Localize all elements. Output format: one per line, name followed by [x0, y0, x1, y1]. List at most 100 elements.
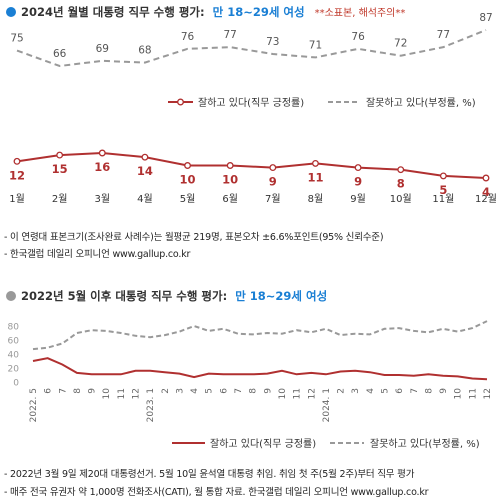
- positive-point: [56, 151, 64, 159]
- chart2-title: 2022년 5월 이후 대통령 직무 수행 평가: 만 18~29세 여성: [21, 289, 327, 303]
- positive-data-label: 5: [439, 183, 447, 197]
- positive-point: [13, 157, 21, 165]
- x-tick-label: 11월: [432, 193, 454, 205]
- x-tick-label: 10: [454, 388, 464, 400]
- x-tick-label: 5월: [180, 193, 196, 205]
- negative-data-label: 71: [309, 39, 322, 51]
- x-tick-label: 3: [175, 388, 185, 394]
- x-tick-label: 8: [73, 388, 83, 394]
- x-tick-label: 1월: [9, 193, 25, 205]
- x-tick-label: 2: [161, 388, 171, 394]
- x-tick-label: 2022. 5: [29, 388, 39, 422]
- legend2-positive-label: 잘하고 있다(직무 긍정률): [210, 437, 316, 450]
- positive-point: [184, 162, 191, 169]
- chart2-note-method: - 매주 전국 유권자 약 1,000명 전화조사(CATI), 월 통합 자료…: [4, 487, 429, 498]
- negative-data-label: 77: [223, 29, 236, 41]
- positive-data-label: 10: [180, 173, 196, 187]
- y-tick-label: 60: [8, 337, 20, 347]
- positive-point: [482, 174, 490, 182]
- positive-point: [98, 149, 106, 157]
- positive-point: [312, 159, 319, 167]
- x-tick-label: 5: [380, 388, 390, 394]
- x-tick-label: 6: [395, 388, 405, 394]
- legend2-negative-label: 잘못하고 있다(부정률, %): [370, 437, 480, 450]
- x-tick-label: 2023. 1: [146, 388, 156, 422]
- x-tick-label: 10: [102, 388, 112, 400]
- x-tick-label: 2월: [52, 193, 68, 205]
- x-tick-label: 8: [249, 388, 259, 394]
- positive-data-label: 15: [52, 162, 68, 176]
- x-tick-label: 9월: [350, 193, 366, 205]
- x-tick-label: 7: [234, 388, 244, 394]
- x-tick-label: 8: [424, 388, 434, 394]
- legend-positive-marker: [177, 98, 184, 106]
- x-tick-label: 10: [278, 388, 288, 400]
- positive-point: [141, 153, 149, 161]
- positive-point: [226, 162, 234, 169]
- negative-series-line: [32, 320, 488, 351]
- y-tick-label: 0: [13, 379, 19, 389]
- x-tick-label: 5: [205, 388, 215, 394]
- negative-data-label: 73: [266, 36, 279, 48]
- legend-positive-label: 잘하고 있다(직무 긍정률): [198, 96, 304, 109]
- x-tick-label: 9: [263, 388, 273, 394]
- chart1-bullet-icon: [6, 7, 16, 17]
- x-tick-label: 4: [190, 388, 200, 394]
- x-tick-label: 12: [307, 388, 317, 399]
- x-tick-label: 10월: [390, 193, 412, 205]
- x-tick-label: 6: [219, 388, 229, 394]
- y-tick-label: 40: [8, 351, 20, 361]
- x-tick-label: 11: [117, 388, 127, 399]
- chart2-header: 2022년 5월 이후 대통령 직무 수행 평가: 만 18~29세 여성: [6, 289, 327, 303]
- negative-data-label: 68: [138, 45, 151, 57]
- positive-data-label: 16: [94, 160, 110, 174]
- negative-data-label: 75: [10, 33, 23, 45]
- negative-data-label: 76: [181, 31, 195, 43]
- chart2-legend: 잘하고 있다(직무 긍정률) 잘못하고 있다(부정률, %): [172, 437, 480, 450]
- x-tick-label: 2024. 1: [322, 388, 332, 422]
- x-tick-label: 2: [337, 388, 347, 394]
- x-tick-label: 3: [351, 388, 361, 394]
- x-tick-label: 9: [439, 388, 449, 394]
- positive-data-label: 11: [307, 170, 323, 184]
- x-tick-label: 7: [410, 388, 420, 394]
- x-tick-label: 9: [88, 388, 98, 394]
- chart1-plot: 75 66 69 68 76 77 73 71 76 72 77 87 12 15 16 14 10 10 9 11 9…: [9, 12, 497, 205]
- negative-data-label: 87: [479, 12, 492, 24]
- chart1-note-sample: - 이 연령대 표본크기(조사완료 사례수)는 월평균 219명, 표본오차 ±…: [4, 232, 384, 243]
- positive-data-label: 12: [9, 168, 25, 182]
- chart1-header: 2024년 월별 대통령 직무 수행 평가: 만 18~29세 여성 **소표본…: [6, 5, 405, 19]
- x-tick-label: 4: [366, 388, 376, 394]
- x-tick-label: 8월: [308, 193, 324, 205]
- positive-point: [354, 164, 362, 172]
- chart1-legend: 잘하고 있다(직무 긍정률) 잘못하고 있다(부정률, %): [168, 96, 476, 109]
- positive-data-label: 10: [222, 173, 238, 187]
- y-tick-label: 20: [8, 365, 20, 375]
- x-tick-label: 4월: [137, 193, 153, 205]
- negative-data-label: 76: [351, 31, 365, 43]
- x-tick-label: 11: [468, 388, 478, 399]
- x-tick-label: 7월: [265, 193, 281, 205]
- chart1-note-source: - 한국갤럽 데일리 오피니언 www.gallup.co.kr: [4, 249, 191, 260]
- positive-point: [439, 172, 447, 180]
- positive-point: [269, 164, 277, 172]
- negative-data-label: 77: [437, 29, 450, 41]
- chart2-bullet-icon: [6, 291, 16, 301]
- positive-series-line: [32, 357, 488, 381]
- x-tick-label: 6: [44, 388, 54, 394]
- negative-data-label: 72: [394, 38, 407, 50]
- positive-data-label: 14: [137, 164, 153, 178]
- legend-negative-label: 잘못하고 있다(부정률, %): [366, 96, 476, 109]
- chart2-note-election: - 2022년 3월 9일 제20대 대통령선거. 5월 10일 윤석열 대통령…: [4, 469, 415, 480]
- negative-data-label: 66: [53, 48, 67, 60]
- x-tick-label: 11: [293, 388, 303, 399]
- y-tick-label: 80: [8, 323, 20, 333]
- positive-series-line: [16, 151, 487, 179]
- x-tick-label: 12월: [475, 193, 497, 205]
- x-tick-label: 12: [483, 388, 493, 399]
- positive-data-label: 9: [269, 175, 277, 189]
- negative-series-line: [16, 29, 487, 68]
- x-tick-label: 3월: [94, 193, 110, 205]
